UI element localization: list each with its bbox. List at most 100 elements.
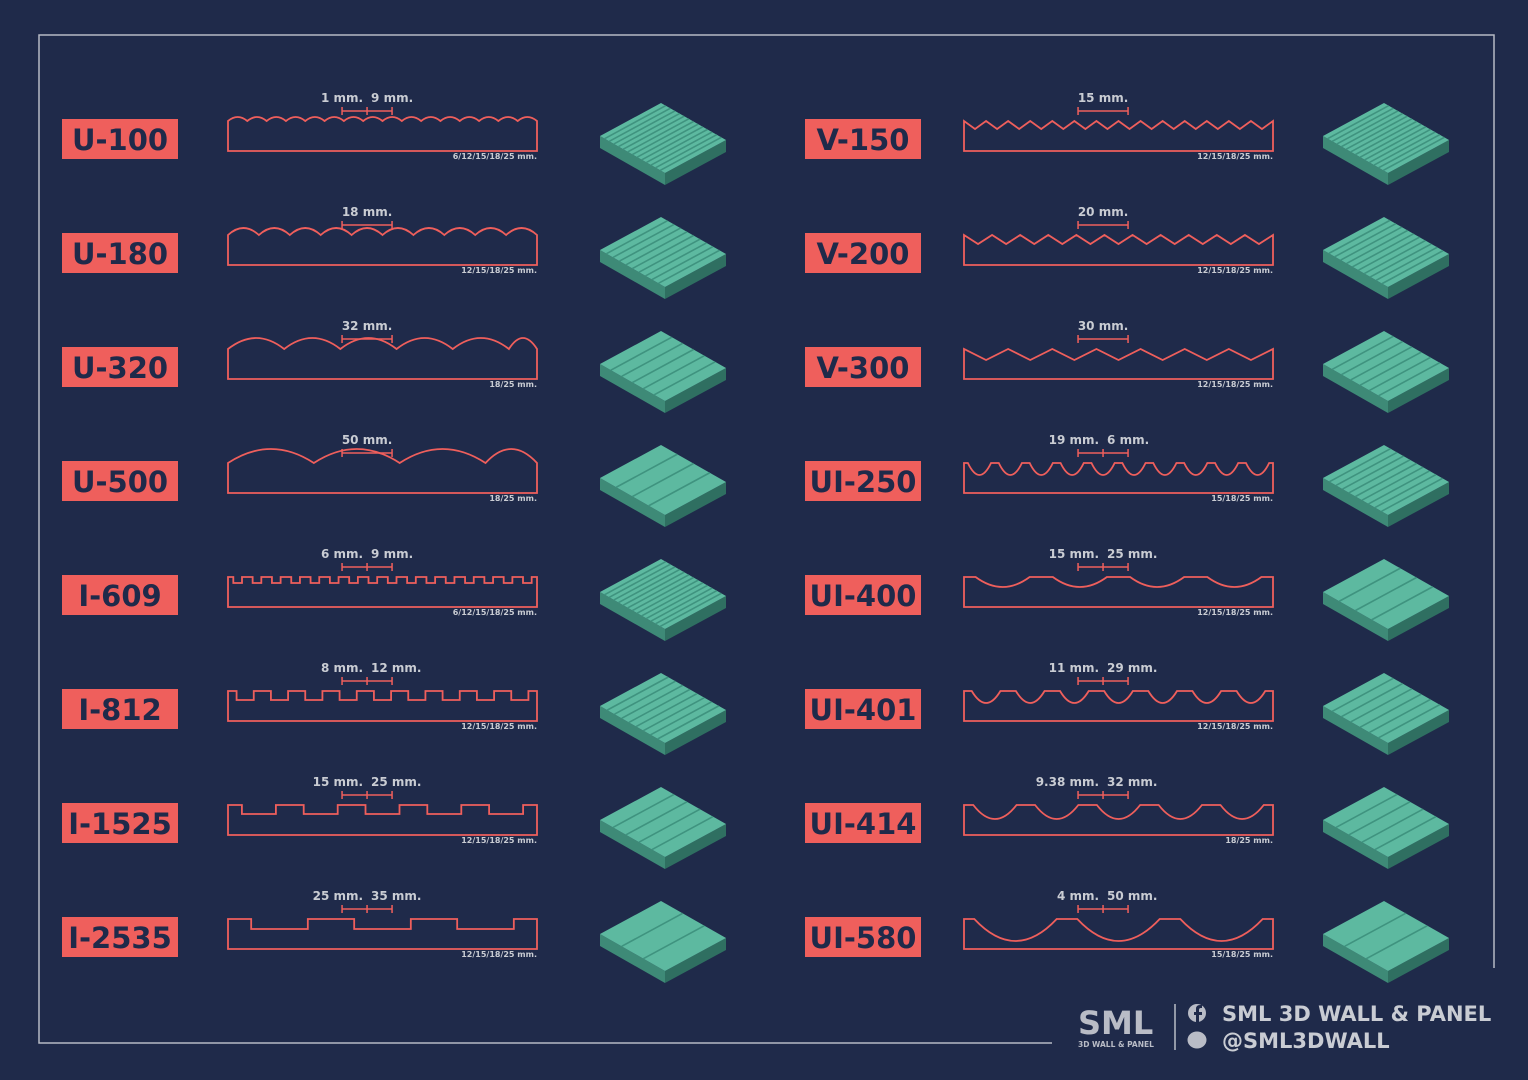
profile <box>963 347 1274 380</box>
panel-side <box>600 934 665 983</box>
thickness: 15/18/25 mm. <box>1211 950 1273 959</box>
code-box <box>805 461 921 501</box>
panel-side <box>1388 824 1449 869</box>
dimension: 35 mm. <box>371 889 421 903</box>
thickness: 12/15/18/25 mm. <box>1197 722 1273 731</box>
code: I-2535 <box>68 921 172 955</box>
thickness: 15/18/25 mm. <box>1211 494 1273 503</box>
panel-side <box>600 250 665 299</box>
code: U-100 <box>72 123 168 157</box>
panel-side <box>665 368 726 413</box>
dimension-line <box>341 449 393 457</box>
panel-side <box>1388 254 1449 299</box>
panel-top <box>1323 673 1449 743</box>
profile <box>227 690 538 722</box>
panel-side <box>600 706 665 755</box>
code: V-200 <box>817 237 910 271</box>
panel-side <box>600 478 665 527</box>
panel-side <box>1388 938 1449 983</box>
dimension: 20 mm. <box>1078 205 1128 219</box>
code: V-300 <box>817 351 910 385</box>
dimension: 19 mm. <box>1049 433 1099 447</box>
panel-ridges <box>615 453 711 507</box>
thickness: 18/25 mm. <box>489 380 537 389</box>
dimension: 15 mm. <box>313 775 363 789</box>
panel-side <box>1323 934 1388 983</box>
profile <box>227 918 538 950</box>
thickness: 12/15/18/25 mm. <box>1197 152 1273 161</box>
code: I-609 <box>78 579 161 613</box>
dimension-line <box>1077 791 1129 799</box>
dimension: 25 mm. <box>1107 547 1157 561</box>
panel-top <box>1323 217 1449 287</box>
panel-ridges <box>604 104 722 172</box>
dimension-line <box>341 563 393 571</box>
code: UI-401 <box>810 693 917 727</box>
dimension-line <box>1077 677 1129 685</box>
code-box <box>805 803 921 843</box>
dimension-line <box>1077 335 1129 343</box>
panel-ridges <box>1327 104 1445 172</box>
dimension: 8 mm. <box>321 661 363 675</box>
dimension: 9 mm. <box>371 547 413 561</box>
panel-side <box>665 254 726 299</box>
panel-side <box>600 820 665 869</box>
dimension: 12 mm. <box>371 661 421 675</box>
panel-side <box>1323 364 1388 413</box>
code: U-180 <box>72 237 168 271</box>
dimension: 6 mm. <box>321 547 363 561</box>
dimension: 25 mm. <box>313 889 363 903</box>
line-icon <box>1187 1031 1207 1049</box>
panel-side <box>1388 710 1449 755</box>
code: I-812 <box>78 693 161 727</box>
brand: SML <box>1078 1004 1153 1042</box>
dimension-line <box>1077 563 1129 571</box>
dimension: 15 mm. <box>1078 91 1128 105</box>
code: I-1525 <box>68 807 172 841</box>
code-box <box>805 119 921 159</box>
dimension: 15 mm. <box>1049 547 1099 561</box>
dimension-line <box>1077 221 1129 229</box>
panel-side <box>665 596 726 641</box>
thickness: 6/12/15/18/25 mm. <box>453 608 537 617</box>
panel-ridges <box>1328 219 1444 285</box>
profile <box>963 804 1274 836</box>
dimension-line <box>341 335 393 343</box>
panel-side <box>665 140 726 185</box>
profile <box>227 227 538 266</box>
dimension: 32 mm. <box>1107 775 1157 789</box>
thickness: 12/15/18/25 mm. <box>461 722 537 731</box>
code-box <box>62 119 178 159</box>
panel-side <box>600 364 665 413</box>
dimension: 9 mm. <box>371 91 413 105</box>
dimension-line <box>1077 905 1129 913</box>
profile <box>227 116 538 152</box>
code-box <box>805 917 921 957</box>
code-box <box>805 347 921 387</box>
code-box <box>62 347 178 387</box>
code-box <box>62 689 178 729</box>
dimension: 32 mm. <box>342 319 392 333</box>
code-box <box>805 575 921 615</box>
panel-ridges <box>610 336 716 396</box>
panel-ridges <box>1344 912 1428 960</box>
code-box <box>62 575 178 615</box>
thickness: 12/15/18/25 mm. <box>1197 608 1273 617</box>
code-box <box>62 461 178 501</box>
panel-side <box>1388 140 1449 185</box>
panel-ridges <box>1335 793 1437 851</box>
panel-side <box>600 592 665 641</box>
code-box <box>805 233 921 273</box>
profile <box>963 233 1274 266</box>
dimension-line <box>341 791 393 799</box>
panel-side <box>665 824 726 869</box>
panel-side <box>1323 136 1388 185</box>
panel-side <box>1323 478 1388 527</box>
dimension: 50 mm. <box>1107 889 1157 903</box>
code: UI-414 <box>810 807 917 841</box>
code: U-320 <box>72 351 168 385</box>
profile <box>963 119 1274 152</box>
panel-ridges <box>606 676 720 740</box>
panel-ridges <box>612 793 714 851</box>
